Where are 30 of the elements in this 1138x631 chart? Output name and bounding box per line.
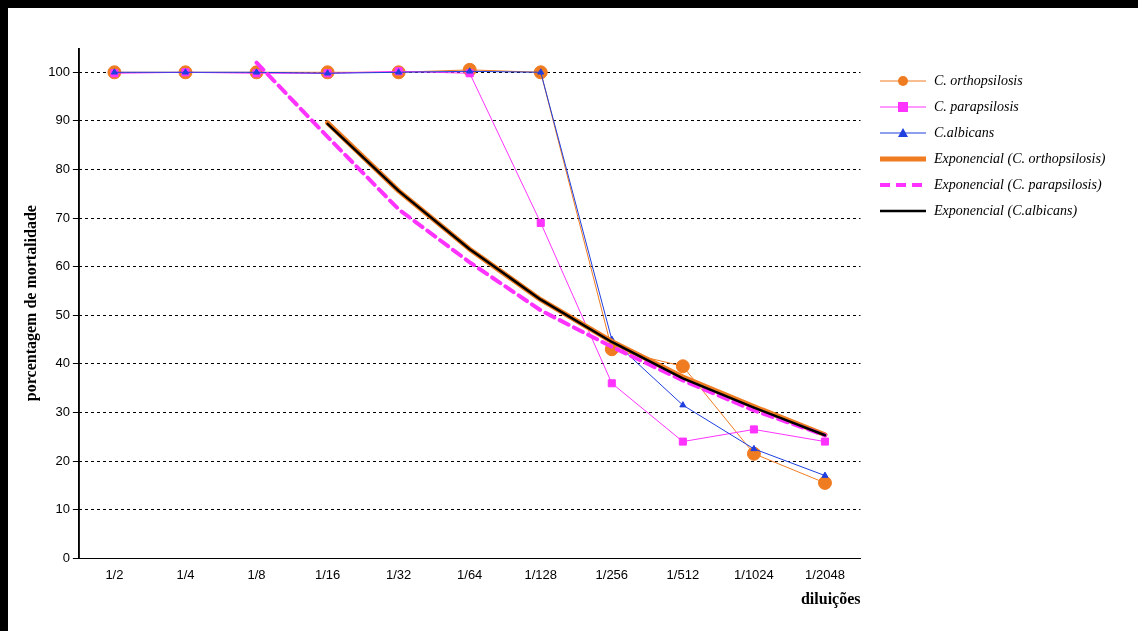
legend-label: Exponencial (C. orthopsilosis) <box>934 151 1107 167</box>
y-tick-label: 70 <box>55 209 70 225</box>
x-tick-label: 1/512 <box>666 566 700 582</box>
legend-label: Exponencial (C. parapsilosis) <box>934 177 1103 193</box>
x-tick-label: 1/32 <box>385 566 412 582</box>
y-tick-label: 80 <box>55 161 70 177</box>
y-tick-label: 10 <box>55 501 70 517</box>
x-tick-label: 1/2048 <box>805 566 845 582</box>
y-tick-label: 40 <box>55 355 70 371</box>
x-tick-label: 1/16 <box>314 566 341 582</box>
legend-label: C. parapsilosis <box>934 99 1020 115</box>
y-tick-label: 60 <box>55 258 70 274</box>
y-tick-label: 50 <box>55 306 70 322</box>
x-tick-label: 1/256 <box>595 566 629 582</box>
y-tick-label: 0 <box>62 549 70 565</box>
legend-label: C. orthopsilosis <box>934 73 1024 89</box>
y-axis-title: porcentagem de mortalidade <box>21 205 40 402</box>
y-tick-label: 20 <box>55 452 70 468</box>
legend-label: C.albicans <box>934 125 996 141</box>
y-tick-label: 100 <box>48 63 70 79</box>
x-tick-label: 1/4 <box>176 566 195 582</box>
y-tick-label: 90 <box>55 112 70 128</box>
x-axis-title: diluições <box>800 589 861 608</box>
x-tick-label: 1/64 <box>457 566 483 582</box>
x-tick-label: 1/2 <box>105 566 124 582</box>
y-tick-label: 30 <box>55 404 70 420</box>
x-tick-label: 1/8 <box>247 566 266 582</box>
x-tick-label: 1/128 <box>524 566 558 582</box>
x-tick-label: 1/1024 <box>734 566 774 582</box>
legend-label: Exponencial (C.albicans) <box>934 203 1079 219</box>
